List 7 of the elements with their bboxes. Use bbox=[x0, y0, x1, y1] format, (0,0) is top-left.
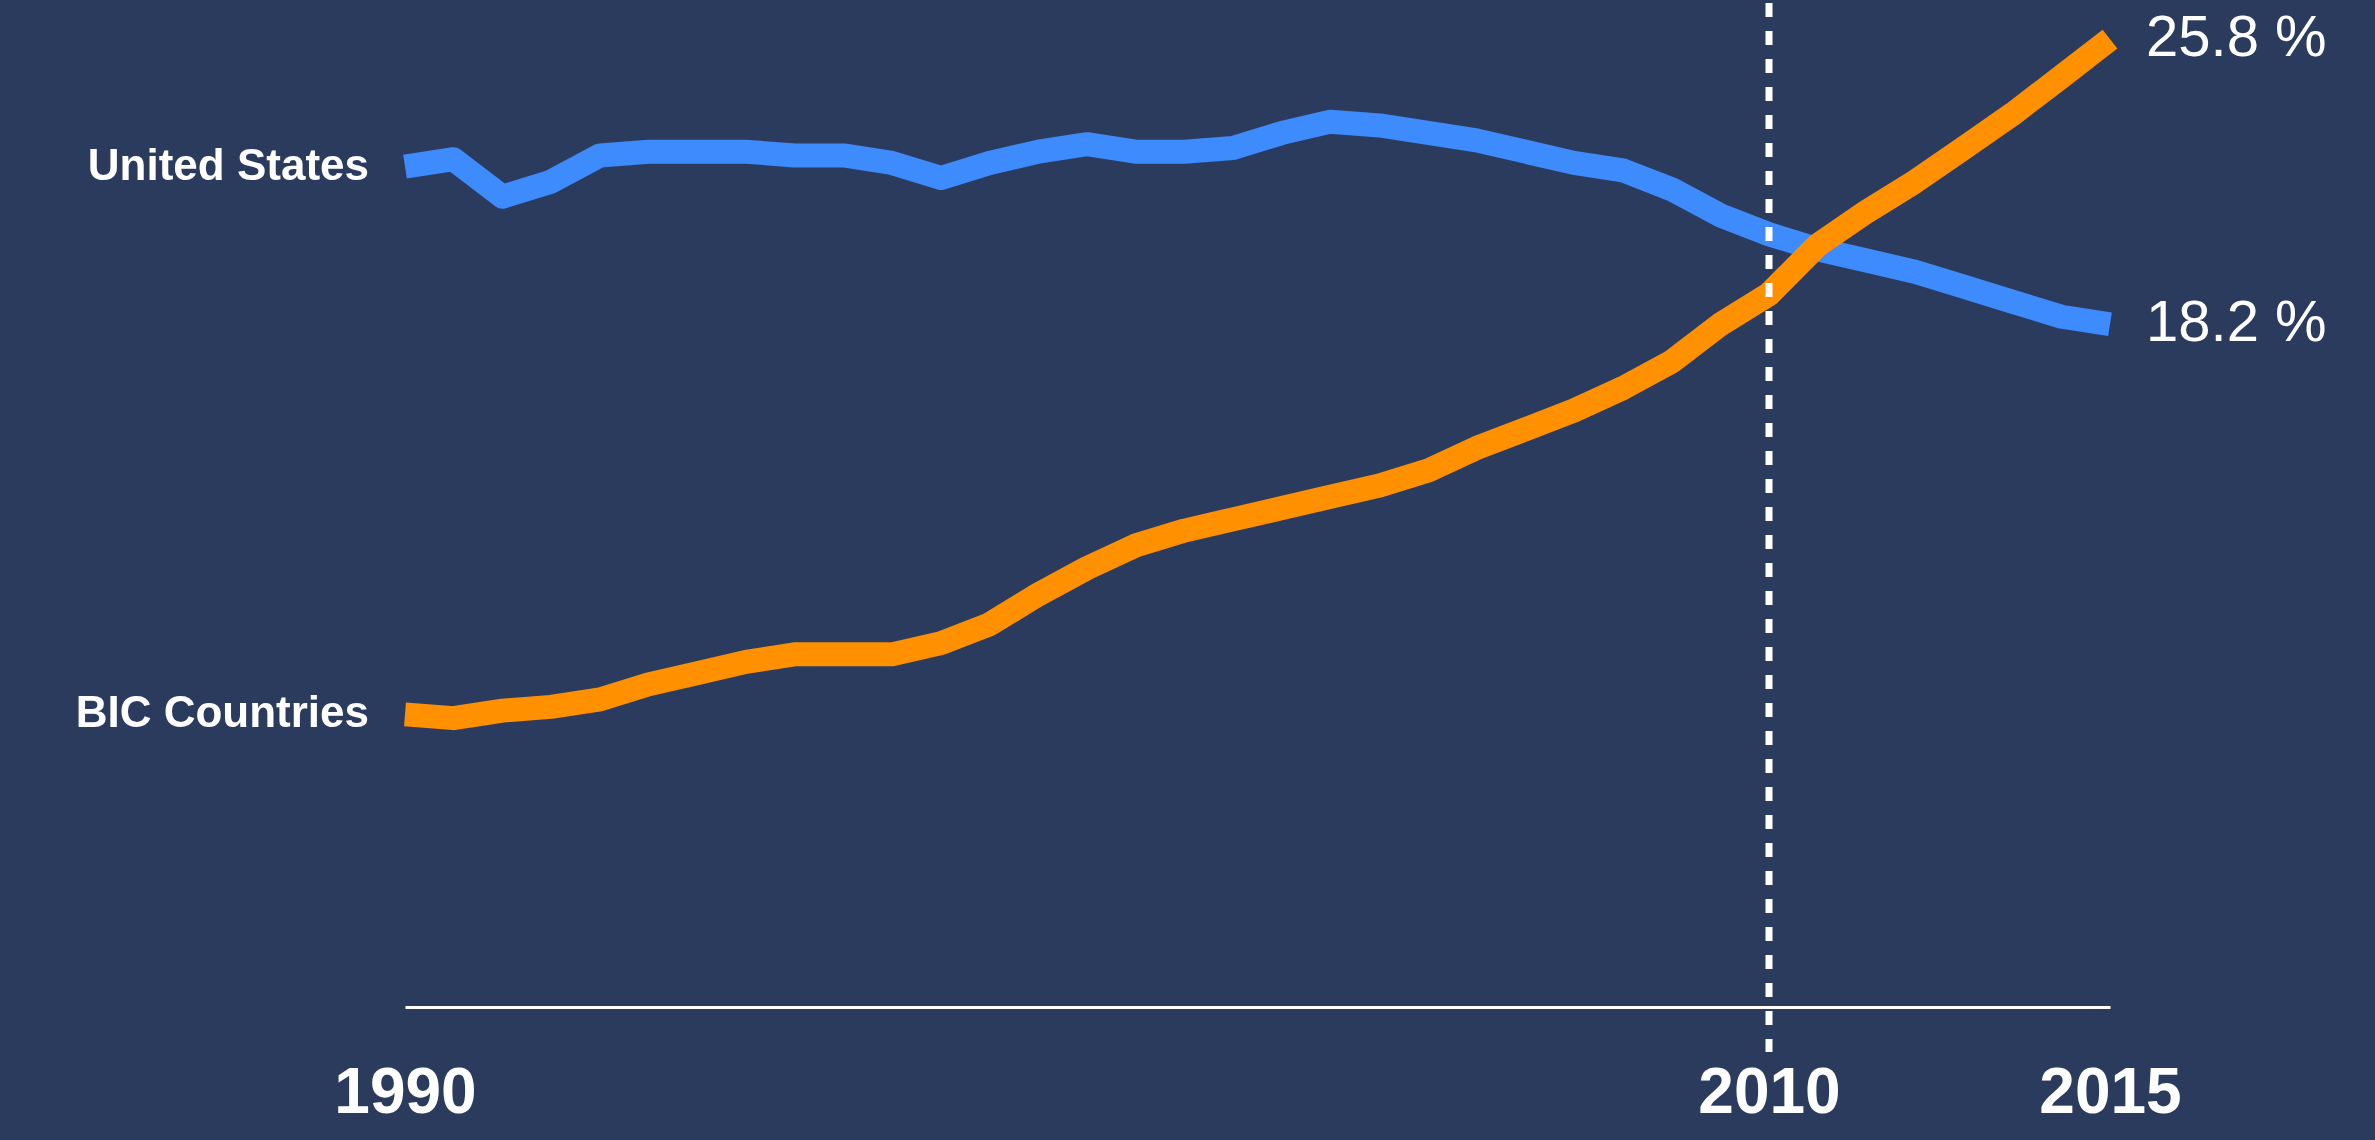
x-tick-label: 2010 bbox=[1698, 1054, 1841, 1127]
x-tick-label: 2015 bbox=[2039, 1054, 2182, 1127]
x-tick-label: 1990 bbox=[334, 1054, 477, 1127]
series-label: United States bbox=[87, 139, 369, 189]
series-label: BIC Countries bbox=[75, 687, 369, 737]
data-label: 25.8 % bbox=[2146, 3, 2327, 69]
data-label: 18.2 % bbox=[2146, 288, 2327, 354]
